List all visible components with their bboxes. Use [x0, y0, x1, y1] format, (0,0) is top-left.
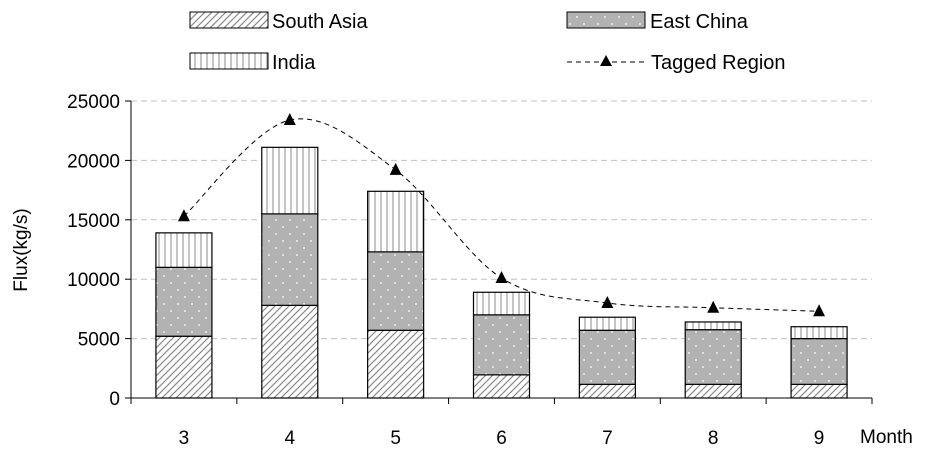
bars — [155, 146, 848, 399]
legend-swatch-east-china — [566, 11, 646, 29]
legend-label-tagged-region: Tagged Region — [651, 52, 786, 74]
bar-segment-south-asia — [155, 335, 213, 399]
y-tick-label: 0 — [109, 389, 120, 410]
legend: South Asia East China India Tagged Regio… — [189, 11, 786, 74]
bar-segment-east-china — [472, 314, 531, 376]
x-tick-label: 5 — [390, 428, 401, 449]
bar-segment-east-china — [367, 251, 425, 331]
bar-segment-india — [155, 232, 213, 268]
legend-swatch-south-asia — [189, 11, 269, 29]
tagged-region-point — [283, 113, 296, 126]
x-tick-label: 7 — [602, 428, 613, 449]
x-tick-label: 6 — [496, 428, 507, 449]
bar-segment-india — [790, 326, 848, 340]
axes — [125, 100, 873, 404]
tagged-region-point — [707, 300, 720, 313]
legend-item-tagged-region: Tagged Region — [567, 52, 786, 74]
tick-labels: 0 5000 10000 15000 20000 25000 3 4 5 6 7 8 9 — [67, 92, 824, 449]
tagged-region-point — [177, 209, 190, 222]
legend-item-india: India — [189, 52, 316, 74]
bar-segment-east-china — [261, 213, 319, 306]
x-tick-label: 4 — [284, 428, 295, 449]
tagged-region-point — [813, 304, 826, 317]
bar-segment-india — [578, 316, 636, 331]
bar-segment-south-asia — [790, 383, 848, 399]
tagged-region-point — [495, 271, 508, 284]
legend-swatch-india — [189, 52, 269, 70]
bar-segment-east-china — [578, 329, 636, 385]
bar-segment-south-asia — [578, 383, 636, 399]
bar-segment-east-china — [684, 329, 742, 385]
x-axis-title: Month — [860, 427, 913, 448]
bar-segment-south-asia — [684, 383, 742, 399]
bar-segment-east-china — [155, 266, 213, 337]
legend-label-east-china: East China — [650, 11, 749, 33]
bar-segment-india — [684, 321, 742, 331]
legend-triangle-icon — [600, 55, 612, 66]
y-tick-label: 10000 — [67, 270, 120, 291]
bar-segment-india — [472, 291, 531, 316]
bar-segment-south-asia — [261, 304, 319, 399]
x-tick-label: 9 — [814, 428, 825, 449]
legend-item-south-asia: South Asia — [189, 11, 369, 33]
bar-segment-india — [367, 190, 425, 253]
legend-label-south-asia: South Asia — [272, 11, 369, 33]
bar-segment-south-asia — [367, 329, 425, 399]
bar-segment-east-china — [790, 338, 848, 385]
tagged-region-point — [389, 162, 402, 175]
bar-segment-south-asia — [472, 374, 531, 399]
bar-segment-india — [261, 146, 319, 215]
y-tick-label: 5000 — [78, 330, 120, 351]
legend-label-india: India — [272, 52, 316, 74]
x-tick-label: 8 — [708, 428, 719, 449]
tagged-region-line — [177, 113, 826, 317]
y-tick-label: 20000 — [67, 151, 120, 172]
legend-item-east-china: East China — [566, 11, 749, 33]
y-tick-label: 25000 — [67, 92, 120, 113]
y-tick-label: 15000 — [67, 211, 120, 232]
x-tick-label: 3 — [179, 428, 190, 449]
y-axis-title: Flux(kg/s) — [11, 208, 32, 291]
tagged-region-point — [601, 295, 614, 308]
